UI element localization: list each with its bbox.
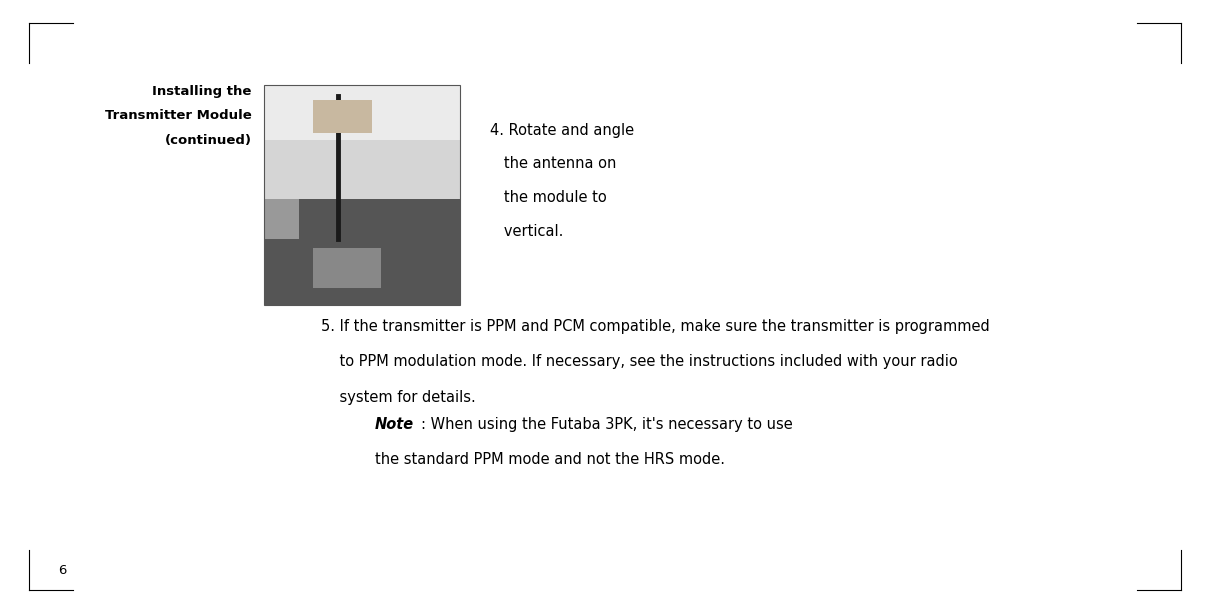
Text: vertical.: vertical. xyxy=(490,224,564,238)
Text: to PPM modulation mode. If necessary, see the instructions included with your ra: to PPM modulation mode. If necessary, se… xyxy=(321,354,957,369)
Bar xyxy=(264,85,460,140)
Text: 4. Rotate and angle: 4. Rotate and angle xyxy=(490,123,634,137)
Text: 5. If the transmitter is PPM and PCM compatible, make sure the transmitter is pr: 5. If the transmitter is PPM and PCM com… xyxy=(321,319,990,333)
Bar xyxy=(264,85,460,199)
Bar xyxy=(312,100,371,133)
Bar xyxy=(264,199,299,239)
Bar xyxy=(312,248,381,287)
Bar xyxy=(264,199,460,305)
Text: Transmitter Module: Transmitter Module xyxy=(105,109,252,122)
Text: the standard PPM mode and not the HRS mode.: the standard PPM mode and not the HRS mo… xyxy=(375,452,725,467)
Bar xyxy=(264,85,460,305)
Text: the antenna on: the antenna on xyxy=(490,156,616,171)
Text: Installing the: Installing the xyxy=(152,85,252,97)
Text: : When using the Futaba 3PK, it's necessary to use: : When using the Futaba 3PK, it's necess… xyxy=(421,417,793,432)
Text: (continued): (continued) xyxy=(165,134,252,147)
Text: system for details.: system for details. xyxy=(321,390,476,405)
Text: Note: Note xyxy=(375,417,414,432)
Text: 6: 6 xyxy=(58,564,67,577)
Text: the module to: the module to xyxy=(490,190,606,205)
Bar xyxy=(264,85,460,305)
